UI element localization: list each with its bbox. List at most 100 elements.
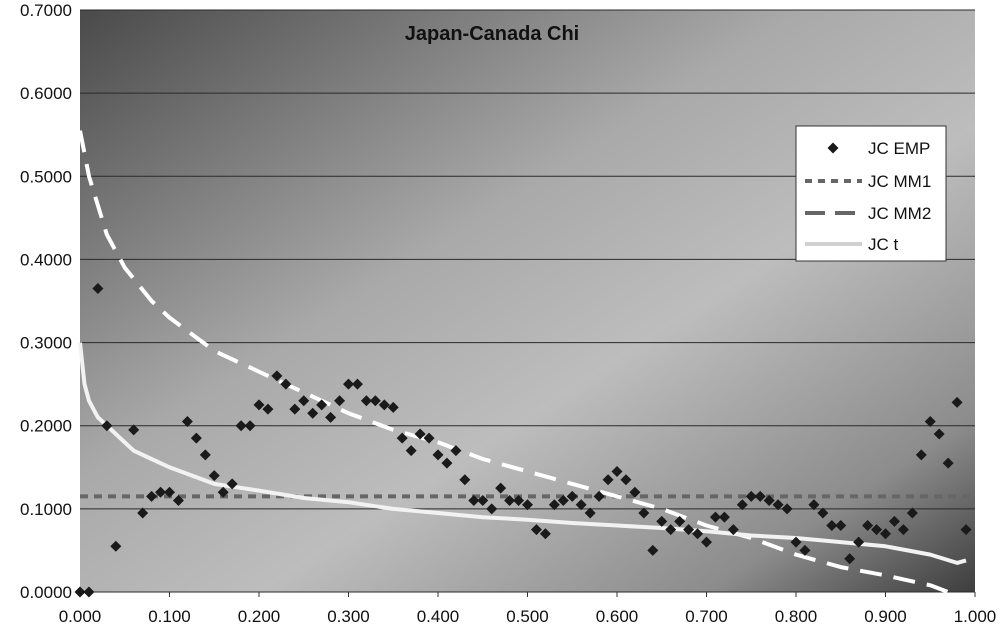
legend-label: JC MM1 [868,172,931,191]
data-point [548,499,560,511]
data-point [808,499,820,511]
data-point [888,515,900,527]
data-point [915,449,927,461]
data-point [226,478,238,490]
data-point [396,432,408,444]
data-point [387,401,399,413]
data-point [190,432,202,444]
legend-label: JC EMP [868,139,930,158]
data-point [289,403,301,415]
data-point [155,486,167,498]
data-point [772,499,784,511]
x-tick-label: 0.900 [864,607,907,626]
data-point [208,470,220,482]
x-tick-label: 0.400 [417,607,460,626]
x-tick-label: 0.200 [238,607,281,626]
y-tick-label: 0.5000 [20,167,72,186]
series-line-jc-t [78,342,967,565]
x-tick-label: 0.300 [327,607,370,626]
data-point [906,507,918,519]
y-tick-label: 0.7000 [20,1,72,20]
data-point [584,507,596,519]
y-tick-label: 0.4000 [20,250,72,269]
data-point [128,424,140,436]
data-point [414,428,426,440]
x-axis: 0.000 0.100 0.200 0.300 0.400 0.500 0.600 0.700… [59,592,996,626]
data-point [754,490,766,502]
legend-label: JC MM2 [868,204,931,223]
data-point [378,399,390,411]
data-point [647,544,659,556]
data-point [674,515,686,527]
y-tick-label: 0.1000 [20,500,72,519]
data-point [701,536,712,548]
legend: JC EMP JC MM1 JC MM2 JC t [795,125,947,262]
data-point [181,416,193,428]
data-point [817,507,829,519]
data-point [522,499,533,511]
data-point [253,399,265,411]
legend-marker [827,142,839,154]
data-point [951,396,963,408]
data-point [844,553,856,565]
y-tick-label: 0.0000 [20,583,72,602]
chart-title: Japan-Canada Chi [405,23,579,45]
data-point [343,378,354,390]
data-point [316,399,328,411]
data-point [83,586,95,598]
x-tick-label: 0.700 [685,607,728,626]
data-point [405,445,417,457]
data-point [217,486,229,498]
data-point [486,503,498,515]
data-point [853,536,865,548]
data-point [271,370,283,382]
x-tick-label: 0.500 [506,607,549,626]
data-point [799,544,811,556]
data-point [942,457,954,469]
data-point [692,528,704,540]
x-tick-label: 0.800 [775,607,818,626]
data-point [736,499,748,511]
data-point [826,519,838,531]
data-point [504,495,516,507]
data-point [307,407,319,419]
data-point [835,519,847,531]
data-point [244,420,256,432]
y-tick-label: 0.3000 [20,334,72,353]
data-point [933,428,945,440]
data-point [763,495,775,507]
series-line-jc-mm2 [78,130,949,594]
data-point [539,528,551,540]
data-point [575,499,587,511]
data-point [871,524,883,536]
data-point [477,495,489,507]
data-point [718,511,730,523]
data-point [432,449,444,461]
data-point [110,540,122,552]
data-point [468,495,480,507]
data-point [620,474,632,486]
data-point [92,283,104,295]
data-point [629,486,641,498]
data-point [880,528,891,540]
legend-label: JC t [868,235,899,254]
data-point [137,507,149,519]
data-point [709,511,721,523]
data-point [441,457,453,469]
data-point [638,507,650,519]
data-point [325,411,337,423]
data-point [280,378,292,390]
data-point [495,482,507,494]
data-point [781,503,793,515]
data-point [924,416,936,428]
legend-box [795,125,947,262]
data-point [450,445,462,457]
data-point [235,420,247,432]
data-point [897,524,909,536]
data-point [298,395,310,407]
data-point [262,403,274,415]
data-point [334,395,346,407]
data-point [513,495,525,507]
data-point [790,536,802,548]
